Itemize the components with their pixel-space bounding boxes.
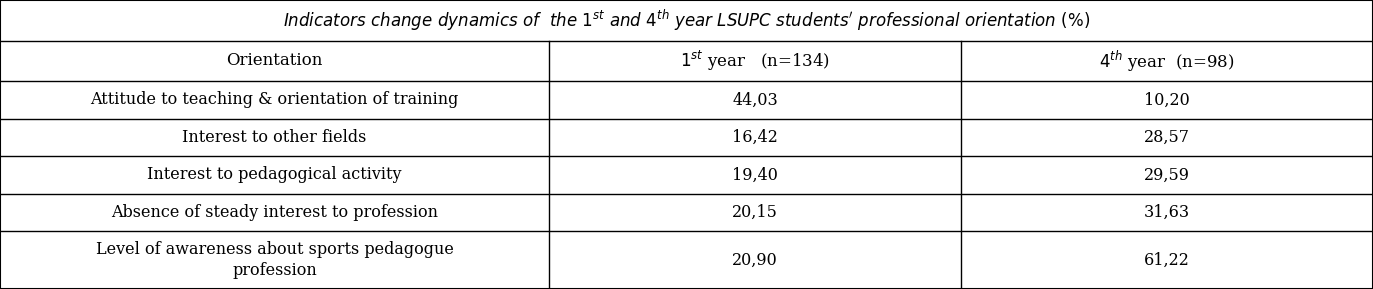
Text: 10,20: 10,20 [1144,92,1190,108]
Text: 19,40: 19,40 [732,166,778,184]
Text: $\mathit{Indicators\ change\ dynamics\ of\ \ the\ 1}^{st}\mathit{\ and\ 4}^{th}\: $\mathit{Indicators\ change\ dynamics\ o… [283,8,1090,33]
Text: $4^{th}$ year  (n=98): $4^{th}$ year (n=98) [1100,48,1234,73]
Text: Attitude to teaching & orientation of training: Attitude to teaching & orientation of tr… [91,92,459,108]
Text: 16,42: 16,42 [732,129,778,146]
Text: 31,63: 31,63 [1144,204,1190,221]
Text: $1^{st}$ year   (n=134): $1^{st}$ year (n=134) [680,49,831,73]
Text: 29,59: 29,59 [1144,166,1190,184]
Text: Absence of steady interest to profession: Absence of steady interest to profession [111,204,438,221]
Text: Level of awareness about sports pedagogue
profession: Level of awareness about sports pedagogu… [96,241,453,279]
Text: 44,03: 44,03 [732,92,778,108]
Text: Orientation: Orientation [227,52,323,69]
Text: 20,90: 20,90 [732,252,778,268]
Text: 61,22: 61,22 [1144,252,1190,268]
Text: 28,57: 28,57 [1144,129,1190,146]
Text: Interest to other fields: Interest to other fields [183,129,367,146]
Text: 20,15: 20,15 [732,204,778,221]
Text: Interest to pedagogical activity: Interest to pedagogical activity [147,166,402,184]
